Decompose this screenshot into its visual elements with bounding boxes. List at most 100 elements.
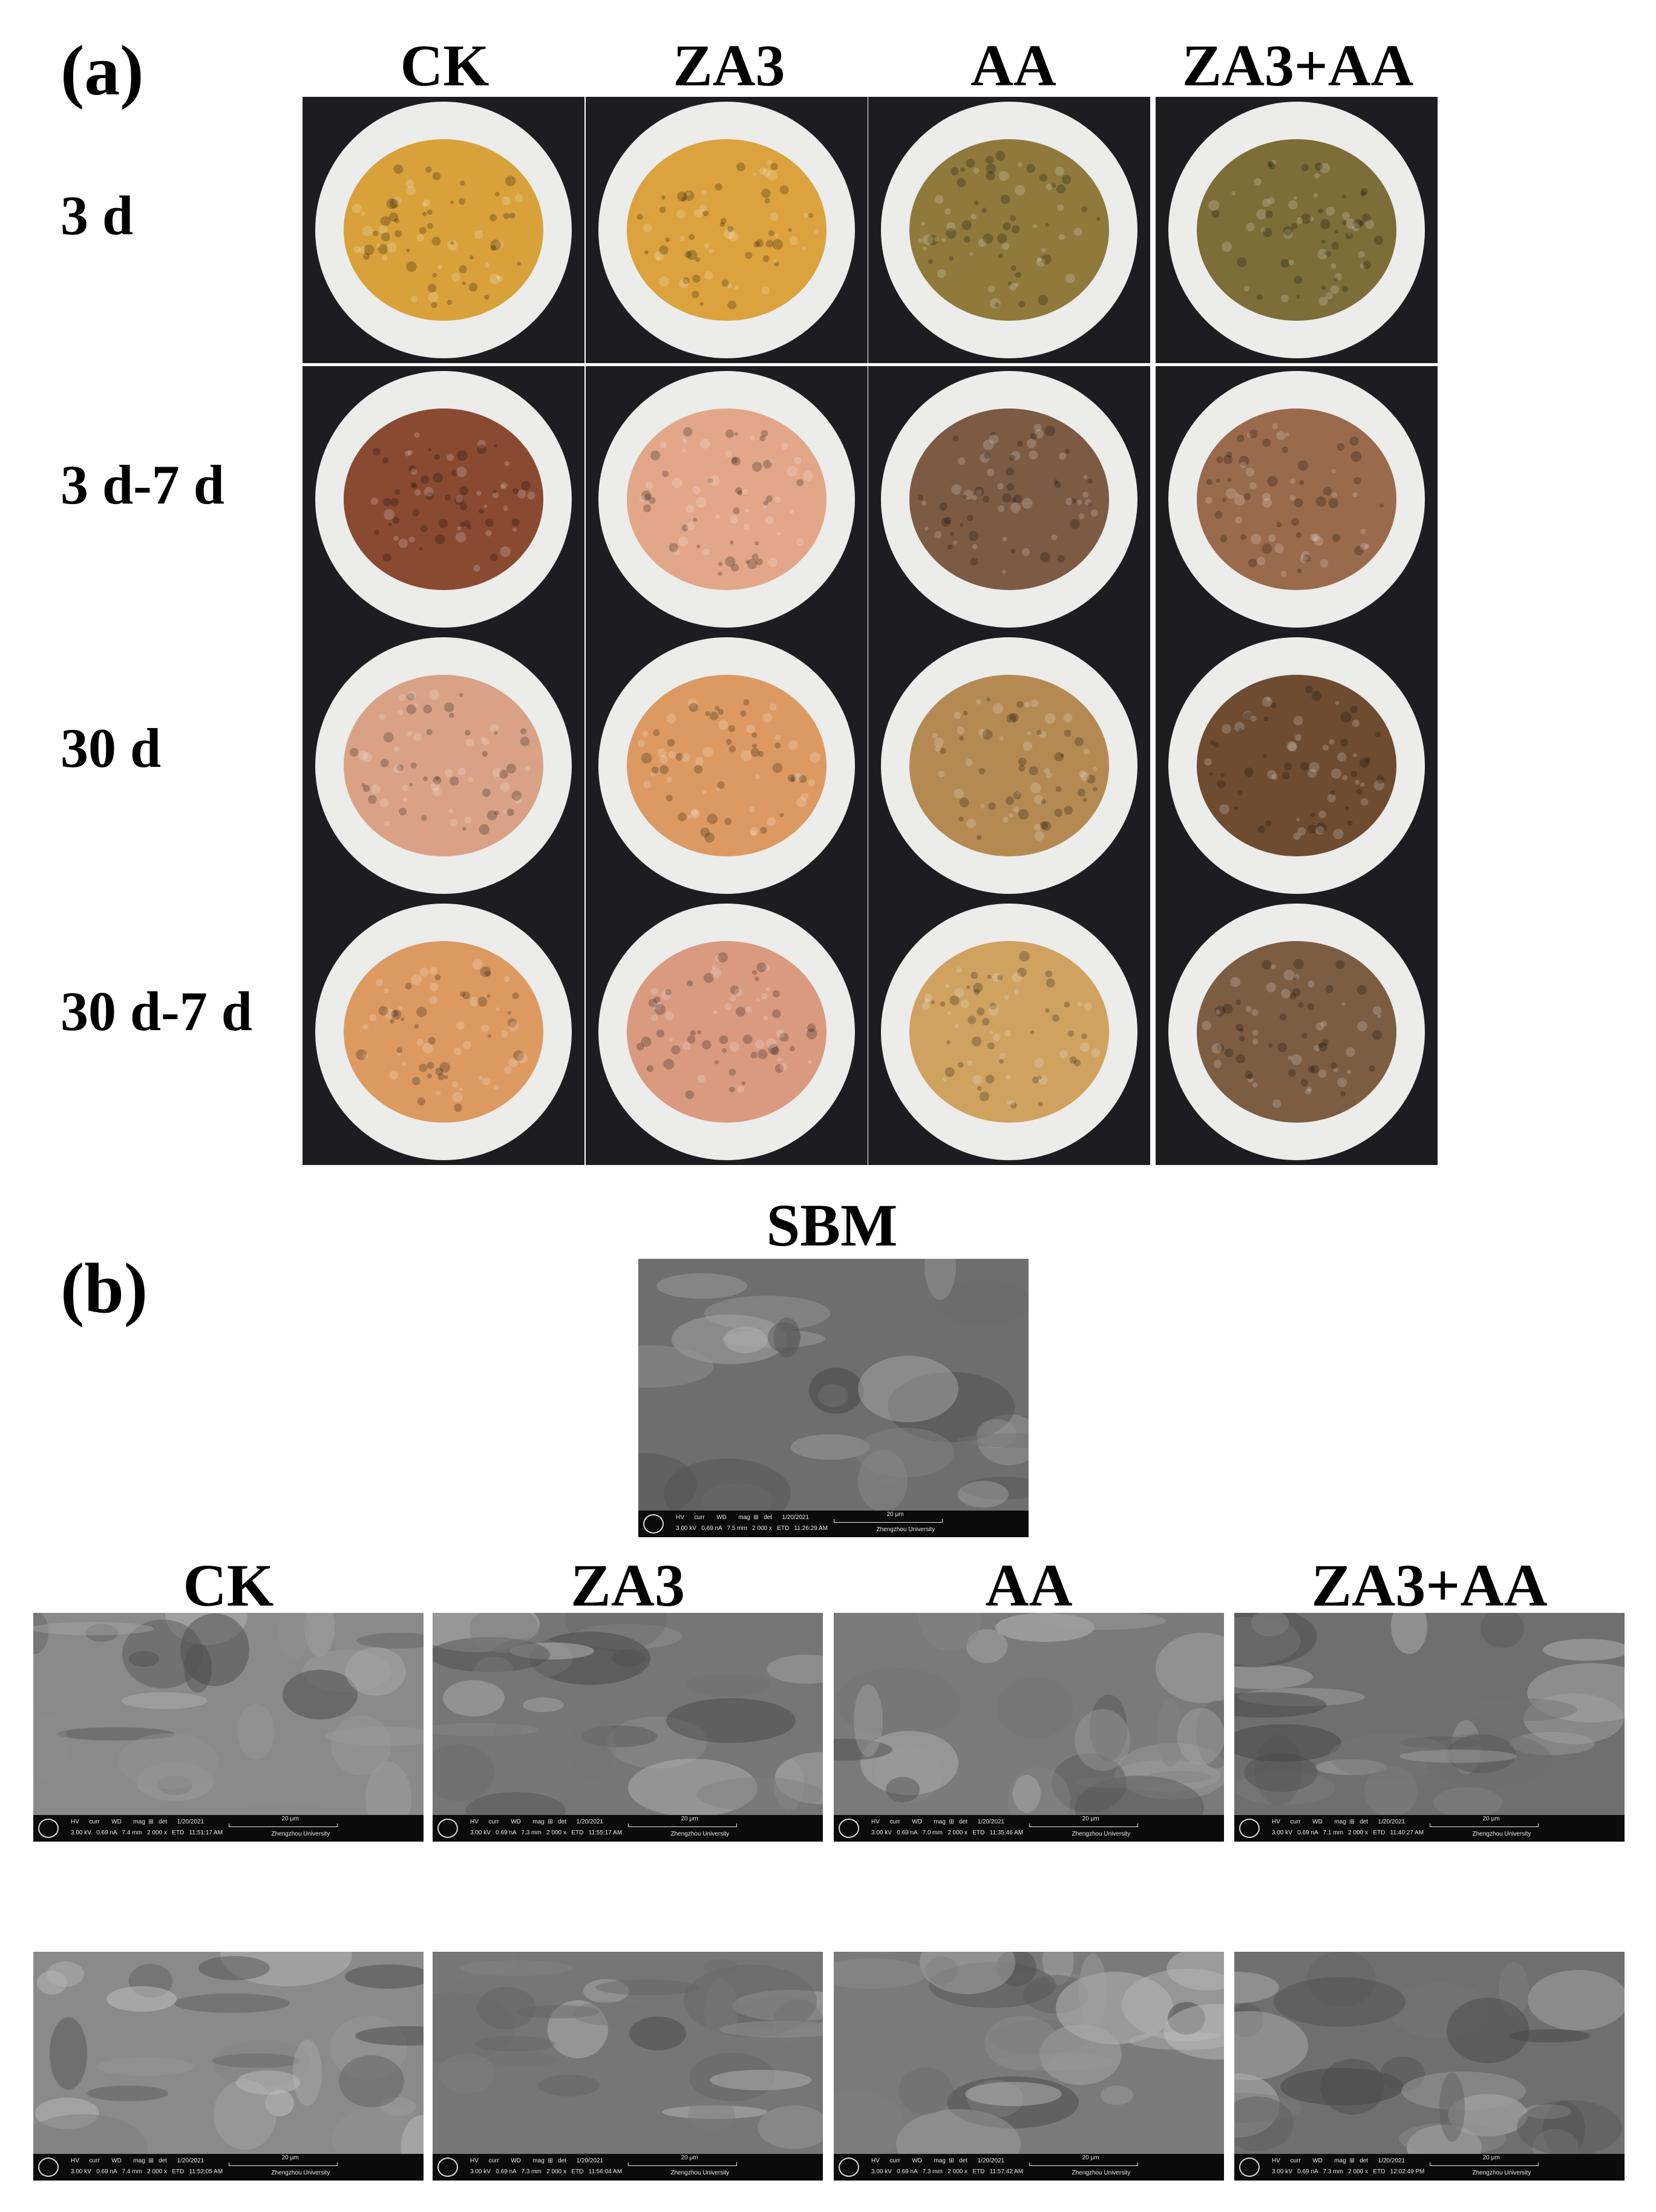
sample-photo-3d-7d-za3 [586, 366, 868, 632]
sem-info-bar: HV curr WD mag ⊞ det 1/20/2021 3.00 kV 0… [834, 1815, 1224, 1842]
sem-info-header: HV curr WD mag ⊞ det 1/20/2021 [470, 2158, 604, 2164]
sem-info-header: HV curr WD mag ⊞ det 1/20/2021 [71, 1819, 205, 1825]
sample-photo-30d-7d-za3-aa [1156, 899, 1438, 1165]
scale-bar [228, 2162, 338, 2166]
sem-image-za3-aa-2: HV curr WD mag ⊞ det 1/20/2021 3.00 kV 0… [1234, 1952, 1625, 2181]
sem-info-bar: HV curr WD mag ⊞ det 1/20/2021 3.00 kV 0… [33, 2154, 424, 2181]
scale-bar [1429, 2162, 1539, 2166]
sem-info-values: 3.00 kV 0.69 nA 7.0 mm 2 000 x ETD 11:35… [871, 1830, 1024, 1836]
sample-photo-30d-7d-aa [868, 899, 1150, 1165]
scale-bar [1429, 1823, 1539, 1827]
sample-photo-30d-aa [868, 632, 1150, 899]
scale-bar-label: 20 μm [1082, 2155, 1099, 2161]
sample-photo-3d-ck [303, 97, 584, 363]
instrument-logo-icon [839, 1819, 859, 1838]
instrument-logo-icon [38, 2158, 59, 2177]
university-label: Zhengzhou University [1072, 1831, 1131, 1837]
sem-info-values: 3.00 kV 0.69 nA 7.1 mm 2 000 x ETD 11:40… [1272, 1830, 1424, 1836]
instrument-logo-icon [437, 1819, 458, 1838]
sem-info-values: 3.00 kV 0.69 nA 7.5 mm 2 000 x ETD 11:26… [676, 1525, 828, 1532]
row-header-30d-7d: 30 d-7 d [61, 980, 252, 1042]
scale-bar [1029, 2162, 1139, 2166]
sem-info-header: HV curr WD mag ⊞ det 1/20/2021 [871, 1819, 1005, 1825]
sample-photo-3d-7d-aa [868, 366, 1150, 632]
column-header-za3: ZA3 [673, 33, 785, 99]
sem-info-bar: HV curr WD mag ⊞ det 1/20/2021 3.00 kV 0… [433, 1815, 823, 1842]
scale-bar-label: 20 μm [1082, 1816, 1099, 1822]
sem-info-values: 3.00 kV 0.69 nA 7.3 mm 2 000 x ETD 11:55… [470, 1830, 623, 1836]
sem-info-values: 3.00 kV 0.69 nA 7.3 mm 2 000 x ETD 11:57… [871, 2168, 1024, 2175]
sem-image-ck-1: HV curr WD mag ⊞ det 1/20/2021 3.00 kV 0… [33, 1613, 424, 1842]
scale-bar-label: 20 μm [681, 1816, 698, 1822]
university-label: Zhengzhou University [271, 1831, 330, 1837]
sample-photo-3d-za3-aa [1156, 97, 1438, 363]
sem-info-header: HV curr WD mag ⊞ det 1/20/2021 [676, 1514, 810, 1521]
instrument-logo-icon [1239, 2158, 1260, 2177]
row-header-30d: 30 d [61, 717, 162, 779]
sem-info-bar: HV curr WD mag ⊞ det 1/20/2021 3.00 kV 0… [433, 2154, 823, 2181]
scale-bar-label: 20 μm [1482, 2155, 1500, 2161]
sem-column-header-za3: ZA3 [571, 1552, 685, 1619]
sem-image-sbm: HV curr WD mag ⊞ det 1/20/2021 3.00 kV 0… [638, 1259, 1029, 1537]
sample-photo-30d-7d-za3 [586, 899, 868, 1165]
scale-bar-label: 20 μm [281, 1816, 299, 1822]
row-header-3d: 3 d [61, 185, 134, 246]
sem-info-header: HV curr WD mag ⊞ det 1/20/2021 [470, 1819, 604, 1825]
sem-image-ck-2: HV curr WD mag ⊞ det 1/20/2021 3.00 kV 0… [33, 1952, 424, 2181]
university-label: Zhengzhou University [271, 2170, 330, 2176]
university-label: Zhengzhou University [1472, 1831, 1531, 1837]
sem-info-bar: HV curr WD mag ⊞ det 1/20/2021 3.00 kV 0… [638, 1511, 1029, 1537]
scale-bar-label: 20 μm [281, 2155, 299, 2161]
university-label: Zhengzhou University [876, 1526, 935, 1533]
sbm-title: SBM [766, 1192, 898, 1259]
scale-bar [627, 2162, 738, 2166]
instrument-logo-icon [38, 1819, 59, 1838]
scale-bar [228, 1823, 338, 1827]
sem-image-aa-1: HV curr WD mag ⊞ det 1/20/2021 3.00 kV 0… [834, 1613, 1224, 1842]
sample-photo-3d-7d-ck [303, 366, 584, 632]
sem-image-za3-1: HV curr WD mag ⊞ det 1/20/2021 3.00 kV 0… [433, 1613, 823, 1842]
sem-info-values: 3.00 kV 0.69 nA 7.3 mm 2 000 x ETD 11:56… [470, 2168, 623, 2175]
sample-photo-3d-7d-za3-aa [1156, 366, 1438, 632]
sem-info-header: HV curr WD mag ⊞ det 1/20/2021 [1272, 2158, 1406, 2164]
sem-image-za3-aa-1: HV curr WD mag ⊞ det 1/20/2021 3.00 kV 0… [1234, 1613, 1625, 1842]
university-label: Zhengzhou University [1472, 2170, 1531, 2176]
sample-photo-30d-7d-ck [303, 899, 584, 1165]
sem-column-header-ck: CK [183, 1552, 274, 1619]
sem-info-header: HV curr WD mag ⊞ det 1/20/2021 [871, 2158, 1005, 2164]
sem-column-header-za3-aa: ZA3+AA [1311, 1552, 1548, 1619]
sem-info-values: 3.00 kV 0.69 nA 7.4 mm 2 000 x ETD 11:51… [71, 1830, 223, 1836]
sem-info-values: 3.00 kV 0.69 nA 7.4 mm 2 000 x ETD 11:52… [71, 2168, 223, 2175]
sem-info-header: HV curr WD mag ⊞ det 1/20/2021 [71, 2158, 205, 2164]
sem-info-bar: HV curr WD mag ⊞ det 1/20/2021 3.00 kV 0… [1234, 1815, 1625, 1842]
instrument-logo-icon [437, 2158, 458, 2177]
sem-info-header: HV curr WD mag ⊞ det 1/20/2021 [1272, 1819, 1406, 1825]
instrument-logo-icon [643, 1514, 664, 1534]
scale-bar-label: 20 μm [886, 1511, 904, 1518]
column-header-ck: CK [400, 33, 489, 99]
instrument-logo-icon [839, 2158, 859, 2177]
scale-bar [833, 1519, 943, 1523]
sample-photo-30d-za3-aa [1156, 632, 1438, 899]
scale-bar-label: 20 μm [681, 2155, 698, 2161]
university-label: Zhengzhou University [670, 1831, 730, 1837]
column-header-za3-aa: ZA3+AA [1182, 33, 1414, 99]
sem-image-za3-2: HV curr WD mag ⊞ det 1/20/2021 3.00 kV 0… [433, 1952, 823, 2181]
scale-bar-label: 20 μm [1482, 1816, 1500, 1822]
sample-photo-30d-ck [303, 632, 584, 899]
instrument-logo-icon [1239, 1819, 1260, 1838]
university-label: Zhengzhou University [1072, 2170, 1131, 2176]
panel-b-label: (b) [61, 1249, 148, 1328]
scale-bar [1029, 1823, 1139, 1827]
sem-info-bar: HV curr WD mag ⊞ det 1/20/2021 3.00 kV 0… [834, 2154, 1224, 2181]
sem-image-aa-2: HV curr WD mag ⊞ det 1/20/2021 3.00 kV 0… [834, 1952, 1224, 2181]
sem-info-values: 3.00 kV 0.69 nA 7.3 mm 2 000 x ETD 12:02… [1272, 2168, 1425, 2175]
sample-photo-3d-za3 [586, 97, 868, 363]
column-header-aa: AA [970, 33, 1056, 99]
sem-column-header-aa: AA [985, 1552, 1073, 1619]
panel-a-label: (a) [61, 31, 144, 110]
sem-info-bar: HV curr WD mag ⊞ det 1/20/2021 3.00 kV 0… [33, 1815, 424, 1842]
sample-photo-3d-aa [868, 97, 1150, 363]
scale-bar [627, 1823, 738, 1827]
university-label: Zhengzhou University [670, 2170, 730, 2176]
